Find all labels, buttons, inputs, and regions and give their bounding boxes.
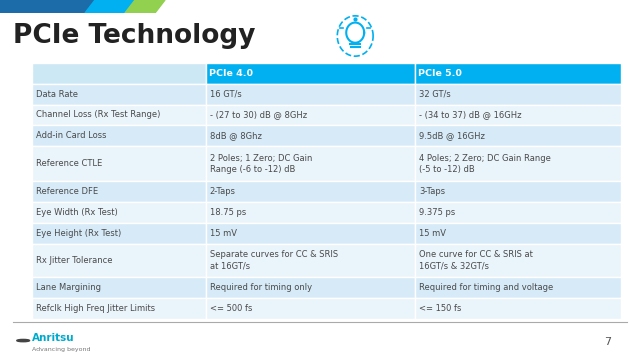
Text: Lane Margining: Lane Margining: [36, 283, 101, 292]
Bar: [205, 277, 415, 298]
Text: 9.5dB @ 16GHz: 9.5dB @ 16GHz: [419, 131, 484, 140]
Bar: [205, 202, 415, 223]
Text: 2-Taps: 2-Taps: [210, 187, 236, 196]
Text: 32 GT/s: 32 GT/s: [419, 90, 451, 99]
Bar: [415, 298, 621, 319]
Text: Reference DFE: Reference DFE: [36, 187, 99, 196]
Polygon shape: [85, 0, 135, 13]
Text: 9.375 ps: 9.375 ps: [419, 208, 455, 217]
Text: Anritsu: Anritsu: [32, 333, 75, 343]
Text: PCIe Technology: PCIe Technology: [13, 23, 255, 49]
Text: Required for timing only: Required for timing only: [210, 283, 312, 292]
Text: Rx Jitter Tolerance: Rx Jitter Tolerance: [36, 256, 113, 265]
Text: Eye Height (Rx Test): Eye Height (Rx Test): [36, 229, 122, 238]
Bar: [32, 223, 205, 244]
Text: 8dB @ 8Ghz: 8dB @ 8Ghz: [210, 131, 262, 140]
Bar: [32, 298, 205, 319]
Text: One curve for CC & SRIS at
16GT/s & 32GT/s: One curve for CC & SRIS at 16GT/s & 32GT…: [419, 250, 532, 271]
Text: Refclk High Freq Jitter Limits: Refclk High Freq Jitter Limits: [36, 304, 156, 313]
Polygon shape: [125, 0, 165, 13]
Bar: [415, 146, 621, 181]
Bar: [415, 223, 621, 244]
Text: Advancing beyond: Advancing beyond: [32, 347, 90, 352]
Text: Separate curves for CC & SRIS
at 16GT/s: Separate curves for CC & SRIS at 16GT/s: [210, 250, 338, 271]
Bar: [415, 202, 621, 223]
Bar: [32, 104, 205, 125]
Bar: [205, 104, 415, 125]
Bar: [205, 125, 415, 146]
Bar: [32, 146, 205, 181]
Bar: [32, 202, 205, 223]
Bar: [32, 277, 205, 298]
Bar: [205, 223, 415, 244]
Bar: [32, 181, 205, 202]
Bar: [415, 104, 621, 125]
Text: - (27 to 30) dB @ 8GHz: - (27 to 30) dB @ 8GHz: [210, 111, 307, 120]
Text: Add-in Card Loss: Add-in Card Loss: [36, 131, 107, 140]
Text: 2 Poles; 1 Zero; DC Gain
Range (-6 to -12) dB: 2 Poles; 1 Zero; DC Gain Range (-6 to -1…: [210, 154, 312, 174]
Text: 18.75 ps: 18.75 ps: [210, 208, 246, 217]
Text: 4 Poles; 2 Zero; DC Gain Range
(-5 to -12) dB: 4 Poles; 2 Zero; DC Gain Range (-5 to -1…: [419, 154, 550, 174]
Bar: [205, 298, 415, 319]
Bar: [205, 63, 415, 84]
Text: <= 150 fs: <= 150 fs: [419, 304, 461, 313]
Bar: [415, 244, 621, 277]
Bar: [415, 181, 621, 202]
Text: PCIe 4.0: PCIe 4.0: [209, 69, 253, 78]
Text: Channel Loss (Rx Test Range): Channel Loss (Rx Test Range): [36, 111, 161, 120]
Circle shape: [17, 339, 29, 342]
Text: Reference CTLE: Reference CTLE: [36, 159, 102, 168]
Bar: [205, 146, 415, 181]
Text: 15 mV: 15 mV: [419, 229, 446, 238]
Bar: [32, 125, 205, 146]
Polygon shape: [0, 0, 95, 13]
Bar: [205, 181, 415, 202]
Text: 7: 7: [604, 337, 612, 347]
Text: 3-Taps: 3-Taps: [419, 187, 445, 196]
Text: Eye Width (Rx Test): Eye Width (Rx Test): [36, 208, 118, 217]
Bar: [415, 125, 621, 146]
Text: <= 500 fs: <= 500 fs: [210, 304, 252, 313]
Text: Data Rate: Data Rate: [36, 90, 78, 99]
Bar: [32, 84, 205, 104]
Text: PCIe 5.0: PCIe 5.0: [418, 69, 461, 78]
Text: - (34 to 37) dB @ 16GHz: - (34 to 37) dB @ 16GHz: [419, 111, 522, 120]
Text: 15 mV: 15 mV: [210, 229, 237, 238]
Text: Required for timing and voltage: Required for timing and voltage: [419, 283, 553, 292]
Bar: [205, 244, 415, 277]
Bar: [32, 244, 205, 277]
Bar: [205, 84, 415, 104]
Text: 16 GT/s: 16 GT/s: [210, 90, 241, 99]
Bar: [32, 63, 205, 84]
Bar: [415, 84, 621, 104]
Bar: [415, 63, 621, 84]
Bar: [415, 277, 621, 298]
